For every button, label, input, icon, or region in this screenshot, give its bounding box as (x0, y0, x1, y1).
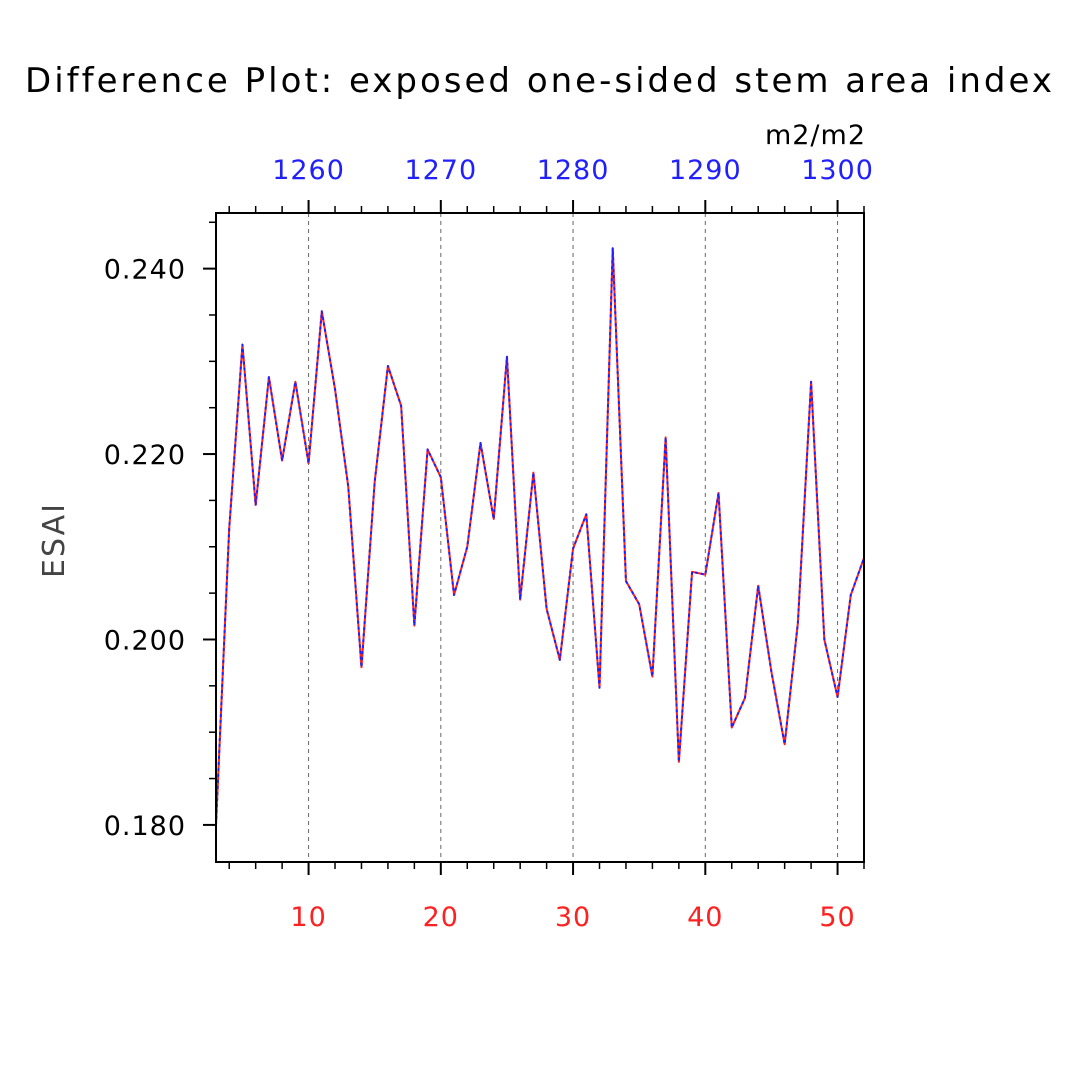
x-bottom-tick-label: 20 (423, 902, 459, 933)
x-top-tick-label: 1280 (537, 155, 610, 186)
units-label: m2/m2 (765, 120, 866, 151)
y-tick-label: 0.200 (104, 625, 186, 656)
y-tick-label: 0.240 (104, 255, 186, 286)
series-lines (215, 247, 865, 825)
x-bottom-tick-label: 50 (819, 902, 855, 933)
y-axis-label: ESAI (37, 502, 72, 578)
axis-ticks (203, 200, 865, 875)
x-top-tick-label: 1290 (669, 155, 742, 186)
plot-frame (215, 212, 865, 863)
tick-labels: 10 20 30 40 50 1260 1270 1280 1290 1300 0.180 0.200… (104, 155, 874, 933)
x-bottom-tick-label: 30 (555, 902, 591, 933)
x-top-tick-label: 1260 (272, 155, 345, 186)
x-top-tick-label: 1300 (801, 155, 874, 186)
x-top-tick-label: 1270 (404, 155, 477, 186)
x-bottom-tick-label: 10 (290, 902, 326, 933)
series-line-1 (215, 247, 865, 825)
series-line-2 (215, 247, 865, 825)
y-tick-label: 0.180 (104, 811, 186, 842)
chart-title: Difference Plot: exposed one-sided stem … (25, 61, 1055, 101)
x-bottom-tick-label: 40 (687, 902, 723, 933)
grid-lines (308, 213, 839, 862)
y-tick-label: 0.220 (104, 440, 186, 471)
